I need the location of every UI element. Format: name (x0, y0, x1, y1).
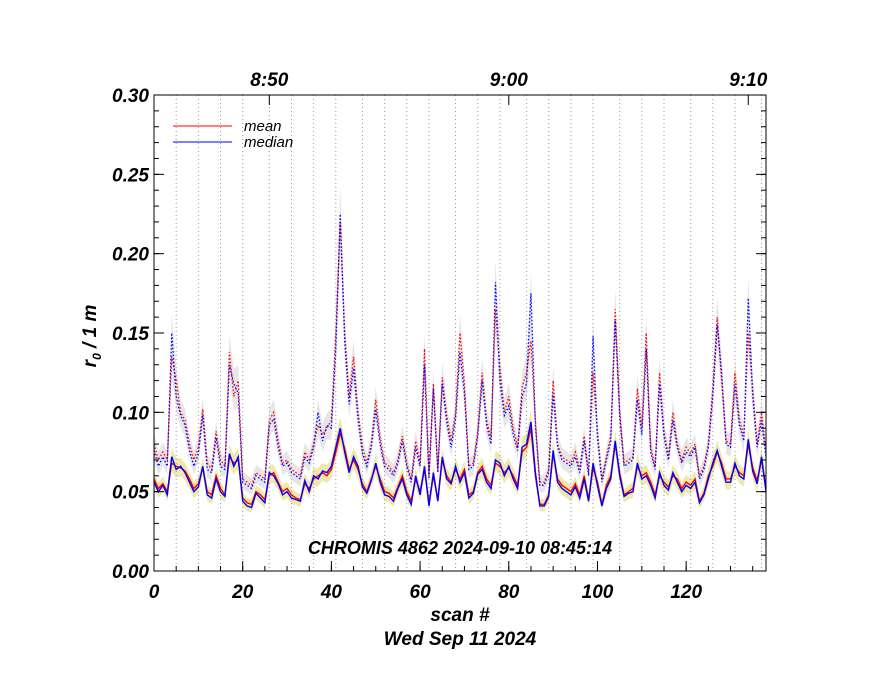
y-axis-title-main: r (80, 358, 101, 367)
y-tick-label: 0.30 (112, 86, 149, 107)
series-median-upper-line (153, 213, 767, 490)
y-axis-title: r0 / 1 m (80, 305, 104, 368)
x-tick-label: 120 (670, 582, 702, 603)
x-tick-label: 40 (320, 582, 343, 603)
x-tick-label: 80 (498, 582, 520, 603)
top-tick-label: 9:10 (729, 70, 767, 91)
data-lines (153, 213, 767, 509)
axes: 0.00 0.05 0.10 0.15 0.20 0.25 0.30 0 20 40 60 80 100… (112, 70, 768, 603)
y-tick-label: 0.15 (112, 324, 149, 345)
chart-annotation: CHROMIS 4862 2024-09-10 08:45:14 (308, 538, 612, 558)
x-tick-label: 0 (149, 582, 160, 603)
legend: mean median (173, 118, 293, 151)
series-mean-lower-line (153, 428, 767, 506)
y-tick-label: 0.20 (112, 245, 149, 266)
y-tick-label: 0.00 (112, 562, 149, 583)
y-axis-title-subscript: 0 (90, 353, 104, 360)
x-axis-title: scan # (430, 605, 490, 626)
x-tick-label: 20 (231, 582, 254, 603)
date-label: Wed Sep 11 2024 (384, 629, 537, 650)
y-tick-label: 0.05 (112, 483, 149, 504)
y-axis-title-rest: / 1 m (80, 305, 101, 354)
y-tick-label: 0.10 (112, 403, 149, 424)
legend-median-label: median (244, 134, 293, 151)
legend-mean-label: mean (244, 118, 282, 135)
y-tick-label: 0.25 (112, 165, 149, 186)
top-tick-label: 8:50 (250, 70, 288, 91)
top-tick-label: 9:00 (490, 70, 528, 91)
x-tick-label: 100 (582, 582, 614, 603)
x-tick-label: 60 (410, 582, 432, 603)
series-median-lower-line (153, 421, 767, 509)
upper-band (154, 185, 766, 496)
